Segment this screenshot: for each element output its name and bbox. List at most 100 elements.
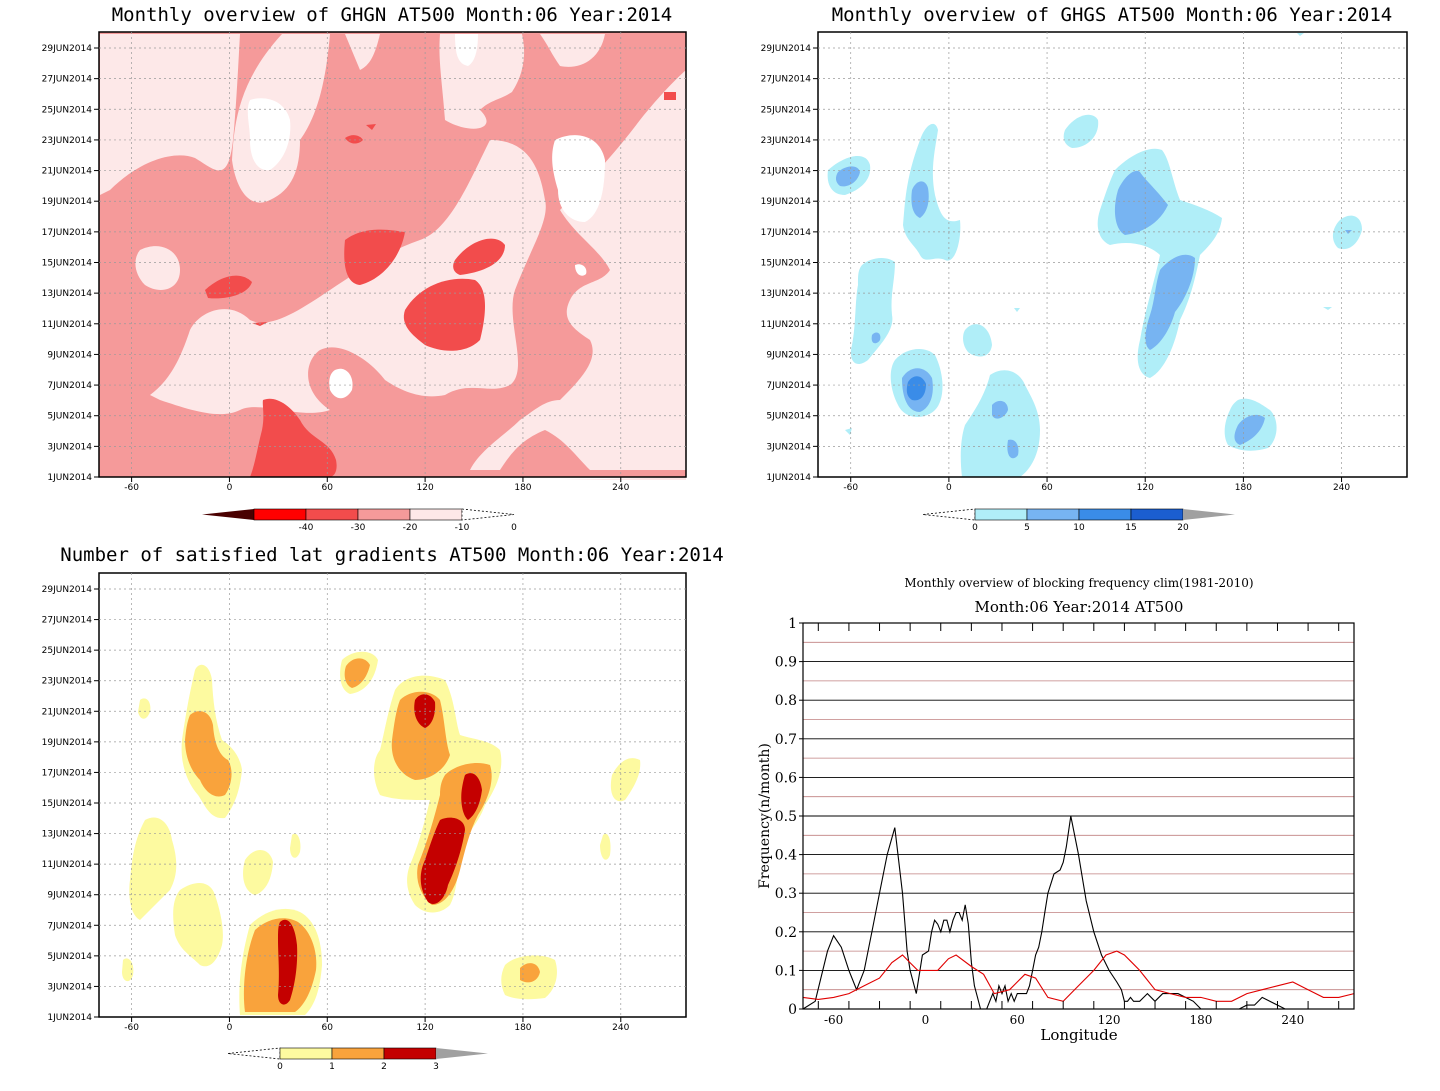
colorbar-low-triangle — [922, 508, 976, 521]
ghgs-grid — [818, 32, 1407, 477]
ghgs-colorbar: 0 5 10 15 20 — [922, 508, 1235, 533]
lon-tick-label: 0 — [227, 483, 233, 493]
ghgs-mid-regions — [835, 166, 1352, 459]
date-tick-label: 25JUN2014 — [42, 646, 93, 656]
latgrad-level3-regions — [278, 694, 482, 1005]
lon-tick-label: 60 — [322, 1023, 334, 1033]
colorbar-label: 0 — [511, 523, 517, 533]
chart-title: Monthly overview of blocking frequency c… — [904, 576, 1253, 590]
colorbar-segment — [974, 508, 1028, 521]
colorbar-segment — [409, 508, 463, 521]
chart-xlabel: Longitude — [1040, 1026, 1117, 1044]
chart-y-tick-label: 0.8 — [775, 693, 797, 709]
colorbar-label: 20 — [1177, 523, 1189, 533]
ghgn-white-regions — [247, 34, 605, 399]
ghgn-lon-axis: -60 0 60 120 180 240 — [124, 477, 630, 493]
lon-tick-label: 120 — [417, 483, 434, 493]
date-tick-label: 15JUN2014 — [761, 259, 812, 269]
lon-tick-label: 60 — [322, 483, 334, 493]
chart-y-tick-label: 0.7 — [775, 732, 797, 748]
lon-tick-label: 120 — [1137, 483, 1154, 493]
colorbar-segment — [279, 1047, 333, 1060]
date-tick-label: 23JUN2014 — [42, 136, 93, 146]
date-tick-label: 9JUN2014 — [47, 891, 92, 901]
date-tick-label: 17JUN2014 — [42, 768, 93, 778]
colorbar-segment — [383, 1047, 437, 1060]
colorbar-label: 0 — [972, 523, 978, 533]
date-tick-label: 9JUN2014 — [766, 350, 811, 360]
ghgn-date-axis: 1JUN2014 3JUN2014 5JUN2014 7JUN2014 9JUN2014… — [42, 44, 99, 483]
date-tick-label: 7JUN2014 — [47, 921, 92, 931]
panel-ghgn-title: Monthly overview of GHGN AT500 Month:06 … — [112, 4, 673, 26]
date-tick-label: 11JUN2014 — [42, 320, 93, 330]
colorbar-label: 5 — [1024, 523, 1030, 533]
lon-tick-label: 180 — [1235, 483, 1252, 493]
chart-subtitle: Month:06 Year:2014 AT500 — [975, 598, 1184, 616]
lon-tick-label: 180 — [514, 1023, 531, 1033]
ghgs-strong-regions — [906, 376, 926, 401]
date-tick-label: 1JUN2014 — [47, 1013, 92, 1023]
date-tick-label: 11JUN2014 — [42, 860, 93, 870]
date-tick-label: 19JUN2014 — [761, 197, 812, 207]
colorbar-segment — [1078, 508, 1132, 521]
panel-ghgs: Monthly overview of GHGS AT500 Month:06 … — [761, 4, 1408, 533]
chart-x-tick-label: 0 — [922, 1013, 930, 1027]
chart-x-tick-label: 60 — [1010, 1013, 1025, 1027]
date-tick-label: 13JUN2014 — [42, 289, 93, 299]
lon-tick-label: 60 — [1041, 483, 1053, 493]
lon-tick-label: 180 — [514, 483, 531, 493]
lon-tick-label: 120 — [417, 1023, 434, 1033]
date-tick-label: 5JUN2014 — [47, 412, 92, 422]
chart-y-tick-label: 0 — [788, 1002, 797, 1018]
date-tick-label: 3JUN2014 — [766, 442, 811, 452]
date-tick-label: 17JUN2014 — [761, 228, 812, 238]
date-tick-label: 17JUN2014 — [42, 228, 93, 238]
panel-ghgn: Monthly overview of GHGN AT500 Month:06 … — [42, 4, 687, 533]
colorbar-low-triangle — [227, 1047, 281, 1060]
chart-y-tick-label: 0.6 — [775, 770, 797, 786]
lon-tick-label: -60 — [843, 483, 858, 493]
latgrad-lon-axis: -60 0 60 120 180 240 — [124, 1017, 630, 1033]
chart-x-tick-label: 180 — [1189, 1013, 1212, 1027]
colorbar-label: 2 — [381, 1062, 387, 1072]
colorbar-segment — [253, 508, 307, 521]
date-tick-label: 1JUN2014 — [47, 473, 92, 483]
chart-y-tick-label: 1 — [788, 616, 797, 632]
colorbar-label: -20 — [403, 523, 418, 533]
chart-grid — [803, 641, 1354, 991]
series-line-climatology — [802, 950, 1355, 1002]
lon-tick-label: -60 — [124, 1023, 139, 1033]
date-tick-label: 27JUN2014 — [761, 75, 812, 85]
ghgs-lon-axis: -60 0 60 120 180 240 — [843, 477, 1350, 493]
panel-ghgn-map: 1JUN2014 3JUN2014 5JUN2014 7JUN2014 9JUN2014… — [42, 31, 687, 493]
date-tick-label: 15JUN2014 — [42, 259, 93, 269]
colorbar-label: -40 — [299, 523, 314, 533]
panel-latgrad: Number of satisfied lat gradients AT500 … — [42, 544, 724, 1072]
date-tick-label: 29JUN2014 — [42, 44, 93, 54]
date-tick-label: 13JUN2014 — [42, 830, 93, 840]
latgrad-date-axis: 1JUN2014 3JUN2014 5JUN2014 7JUN2014 9JUN2014… — [42, 585, 99, 1023]
date-tick-label: 23JUN2014 — [42, 677, 93, 687]
date-tick-label: 11JUN2014 — [761, 320, 812, 330]
date-tick-label: 9JUN2014 — [47, 350, 92, 360]
date-tick-label: 27JUN2014 — [42, 75, 93, 85]
colorbar-segment — [1130, 508, 1184, 521]
ghgs-frame — [817, 31, 1408, 478]
chart-y-tick-label: 0.2 — [775, 925, 797, 941]
date-tick-label: 7JUN2014 — [47, 381, 92, 391]
colorbar-label: 10 — [1073, 523, 1085, 533]
colorbar-low-triangle — [202, 509, 254, 520]
date-tick-label: 23JUN2014 — [761, 136, 812, 146]
latgrad-frame — [98, 572, 687, 1018]
colorbar-high-triangle — [1183, 509, 1235, 520]
colorbar-label: 15 — [1125, 523, 1136, 533]
date-tick-label: 15JUN2014 — [42, 799, 93, 809]
date-tick-label: 7JUN2014 — [766, 381, 811, 391]
colorbar-label: 0 — [277, 1062, 283, 1072]
date-tick-label: 3JUN2014 — [47, 442, 92, 452]
chart-x-tick-label: 120 — [1098, 1013, 1121, 1027]
panel-ghgs-title: Monthly overview of GHGS AT500 Month:06 … — [832, 4, 1393, 26]
colorbar-label: -30 — [351, 523, 366, 533]
lon-tick-label: -60 — [124, 483, 139, 493]
colorbar-label: -10 — [455, 523, 470, 533]
